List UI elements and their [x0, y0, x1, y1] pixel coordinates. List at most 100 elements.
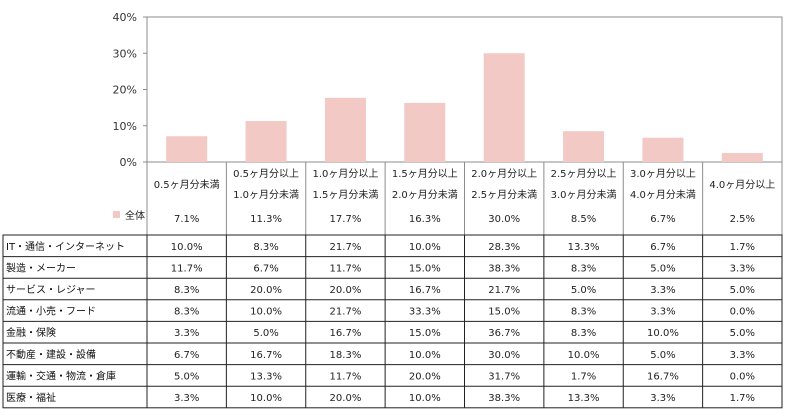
table-cell: 11.7%: [330, 371, 362, 382]
table-cell: 5.0%: [730, 328, 755, 339]
category-label: 2.5ヶ月分以上: [551, 168, 617, 180]
bar: [245, 121, 287, 162]
table-cell: 30.0%: [488, 350, 520, 361]
table-cell: 5.0%: [730, 285, 755, 296]
y-tick-label: 40%: [113, 11, 137, 24]
overall-value-label: 30.0%: [488, 214, 520, 225]
table-cell: 3.3%: [174, 393, 199, 404]
category-label: 0.5ヶ月分未満: [154, 179, 220, 191]
table-cell: 1.7%: [730, 242, 755, 253]
table-cell: 1.7%: [730, 393, 755, 404]
category-label: 4.0ヶ月分未満: [630, 189, 696, 201]
bar: [404, 102, 446, 162]
table-cell: 3.3%: [650, 285, 675, 296]
table-cell: 15.0%: [409, 328, 441, 339]
table-row-label: 医療・福祉: [6, 391, 56, 404]
table-cell: 20.0%: [330, 285, 362, 296]
table-cell: 10.0%: [568, 350, 600, 361]
table-row-label: 製造・メーカー: [6, 261, 76, 274]
table-cell: 5.0%: [253, 328, 278, 339]
category-label: 2.5ヶ月分未満: [471, 189, 537, 201]
table-cell: 10.0%: [409, 350, 441, 361]
table-cell: 10.0%: [250, 307, 282, 318]
table-cell: 6.7%: [253, 263, 278, 274]
table-cell: 21.7%: [488, 285, 520, 296]
table-cell: 5.0%: [571, 285, 596, 296]
overall-value-label: 6.7%: [650, 214, 675, 225]
bar: [166, 136, 208, 162]
category-label: 2.0ヶ月分以上: [471, 168, 537, 180]
table-cell: 11.7%: [330, 263, 362, 274]
table-cell: 11.7%: [171, 263, 203, 274]
plot-area: [146, 16, 783, 163]
bar: [642, 137, 684, 162]
table-row-label: 不動産・建設・設備: [6, 348, 96, 361]
legend-label: 全体: [125, 209, 145, 222]
table-cell: 13.3%: [568, 393, 600, 404]
category-label: 0.5ヶ月分以上: [233, 168, 299, 180]
table-cell: 8.3%: [571, 307, 596, 318]
legend-swatch: [113, 211, 120, 218]
category-label: 1.0ヶ月分以上: [312, 168, 378, 180]
table-cell: 10.0%: [250, 393, 282, 404]
table-row-label: 流通・小売・フード: [6, 305, 96, 318]
bar: [563, 131, 605, 162]
table-cell: 33.3%: [409, 307, 441, 318]
overall-value-label: 8.5%: [571, 214, 596, 225]
table-cell: 3.3%: [730, 350, 755, 361]
table-cell: 31.7%: [488, 371, 520, 382]
table-cell: 18.3%: [330, 350, 362, 361]
y-tick-label: 20%: [113, 84, 137, 97]
table-cell: 13.3%: [250, 371, 282, 382]
overall-value-label: 16.3%: [409, 214, 441, 225]
table-cell: 21.7%: [330, 307, 362, 318]
table-cell: 16.7%: [409, 285, 441, 296]
overall-value-label: 11.3%: [250, 214, 282, 225]
table-cell: 16.7%: [647, 371, 679, 382]
table-cell: 15.0%: [409, 263, 441, 274]
table-cell: 3.3%: [174, 328, 199, 339]
table-cell: 38.3%: [488, 393, 520, 404]
table-cell: 6.7%: [174, 350, 199, 361]
table-cell: 16.7%: [250, 350, 282, 361]
table-row-label: サービス・レジャー: [6, 284, 96, 296]
table-cell: 0.0%: [730, 371, 755, 382]
table-cell: 8.3%: [571, 263, 596, 274]
table-cell: 5.0%: [174, 371, 199, 382]
table-cell: 38.3%: [488, 263, 520, 274]
table-cell: 8.3%: [174, 307, 199, 318]
table-cell: 10.0%: [171, 242, 203, 253]
table-cell: 20.0%: [250, 285, 282, 296]
table-cell: 5.0%: [650, 350, 675, 361]
table-cell: 6.7%: [650, 242, 675, 253]
table-cell: 8.3%: [253, 242, 278, 253]
bar: [721, 152, 763, 162]
category-label: 4.0ヶ月分以上: [709, 179, 775, 191]
table-cell: 8.3%: [174, 285, 199, 296]
table-cell: 36.7%: [488, 328, 520, 339]
category-label: 1.5ヶ月分以上: [392, 168, 458, 180]
y-tick-label: 30%: [113, 47, 137, 60]
table-cell: 0.0%: [730, 307, 755, 318]
table-cell: 20.0%: [409, 371, 441, 382]
overall-value-label: 7.1%: [174, 214, 199, 225]
overall-value-label: 2.5%: [730, 214, 755, 225]
table-cell: 3.3%: [730, 263, 755, 274]
category-label: 2.0ヶ月分未満: [392, 189, 458, 201]
table-cell: 3.3%: [650, 307, 675, 318]
y-tick-label: 10%: [113, 120, 137, 133]
table-row-label: 金融・保険: [6, 326, 56, 339]
bar: [483, 53, 525, 162]
y-tick-label: 0%: [120, 156, 137, 169]
table-cell: 28.3%: [488, 242, 520, 253]
table-row-label: 運輸・交通・物流・倉庫: [6, 369, 116, 382]
overall-value-label: 17.7%: [330, 214, 362, 225]
category-label: 3.0ヶ月分未満: [551, 189, 617, 201]
table-cell: 10.0%: [409, 393, 441, 404]
table-cell: 10.0%: [409, 242, 441, 253]
table-cell: 15.0%: [488, 307, 520, 318]
table-cell: 21.7%: [330, 242, 362, 253]
category-label: 1.5ヶ月分未満: [312, 189, 378, 201]
table-row-label: IT・通信・インターネット: [6, 241, 125, 253]
